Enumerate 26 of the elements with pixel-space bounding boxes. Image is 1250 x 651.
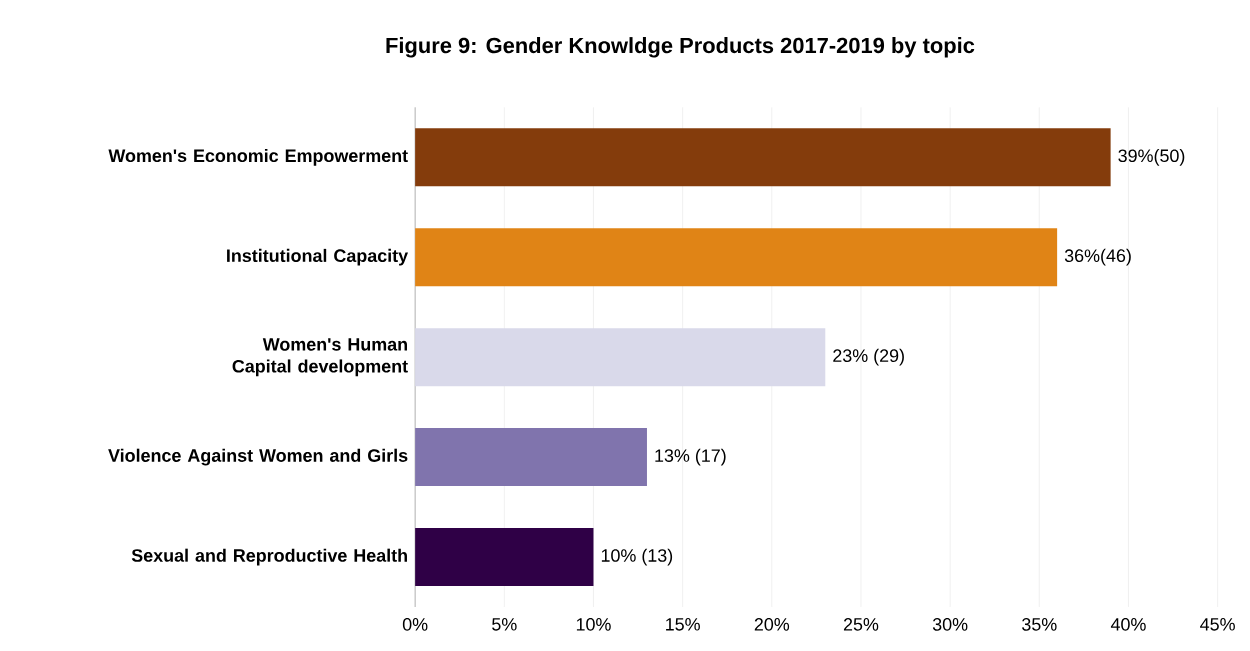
x-tick-label: 30% <box>932 617 968 631</box>
x-tick-label: 40% <box>1110 617 1146 631</box>
chart-title: Figure 9: Gender Knowldge Products 2017-2019 by topic <box>386 36 975 58</box>
data-label: 10% (13) <box>601 548 673 566</box>
x-tick-label: 20% <box>754 617 790 631</box>
y-tick-label: Women's Economic Empowerment <box>108 148 408 166</box>
y-tick-label: Sexual and Reproductive Health <box>131 548 407 566</box>
x-tick-label: 35% <box>1022 617 1057 631</box>
x-tick-label: 45% <box>1200 617 1235 631</box>
y-tick-label: Violence Against Women and Girls <box>108 448 408 466</box>
x-tick-label: 5% <box>492 617 517 631</box>
bar <box>415 128 1111 187</box>
bar <box>415 228 1058 287</box>
y-tick-label: Women's Human Capital development <box>232 338 408 376</box>
bar <box>415 527 594 586</box>
data-label: 13% (17) <box>655 448 726 466</box>
y-tick-label: Institutional Capacity <box>227 248 409 266</box>
data-label: 23% (29) <box>833 348 904 366</box>
x-tick-label: 0% <box>402 617 428 631</box>
data-label: 36%(46) <box>1064 248 1131 266</box>
data-label: 39%(50) <box>1118 148 1185 166</box>
bar <box>415 427 647 486</box>
x-tick-label: 10% <box>576 617 611 631</box>
x-tick-label: 15% <box>666 617 700 631</box>
bar <box>415 328 826 386</box>
x-tick-label: 25% <box>843 617 879 631</box>
